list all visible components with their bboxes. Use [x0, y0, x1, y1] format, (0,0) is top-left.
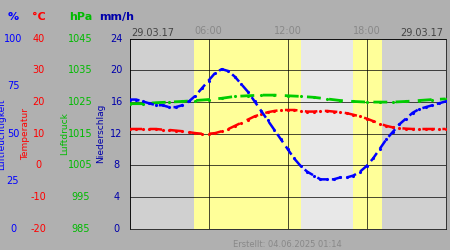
- Bar: [353, 39, 382, 229]
- Text: 30: 30: [33, 66, 45, 76]
- Text: 0: 0: [113, 224, 120, 234]
- Text: 10: 10: [33, 129, 45, 139]
- Text: 1015: 1015: [68, 129, 93, 139]
- Text: -20: -20: [31, 224, 47, 234]
- Text: 1045: 1045: [68, 34, 93, 44]
- Text: Temperatur: Temperatur: [21, 108, 30, 160]
- Text: mm/h: mm/h: [99, 12, 134, 22]
- Text: 29.03.17: 29.03.17: [400, 28, 444, 38]
- Text: 18:00: 18:00: [353, 26, 380, 36]
- Text: -10: -10: [31, 192, 47, 202]
- Text: 4: 4: [113, 192, 120, 202]
- Text: 16: 16: [111, 97, 123, 107]
- Text: 75: 75: [7, 81, 19, 91]
- Text: %: %: [7, 12, 18, 22]
- Bar: [366, 39, 446, 229]
- Text: 24: 24: [110, 34, 123, 44]
- Bar: [130, 39, 208, 229]
- Text: 985: 985: [71, 224, 90, 234]
- Text: Luftfeuchtigkeit: Luftfeuchtigkeit: [0, 98, 6, 170]
- Text: 0: 0: [36, 160, 42, 170]
- Text: Erstellt: 04.06.2025 01:14: Erstellt: 04.06.2025 01:14: [233, 240, 342, 249]
- Text: 20: 20: [110, 66, 123, 76]
- Bar: [194, 39, 301, 229]
- Text: 8: 8: [113, 160, 120, 170]
- Text: 29.03.17: 29.03.17: [131, 28, 175, 38]
- Text: 1035: 1035: [68, 66, 93, 76]
- Text: 40: 40: [33, 34, 45, 44]
- Text: Niederschlag: Niederschlag: [96, 104, 105, 164]
- Text: °C: °C: [32, 12, 46, 22]
- Text: 100: 100: [4, 34, 22, 44]
- Text: 1025: 1025: [68, 97, 93, 107]
- Text: 25: 25: [7, 176, 19, 186]
- Text: 12: 12: [110, 129, 123, 139]
- Text: 0: 0: [10, 224, 16, 234]
- Text: 12:00: 12:00: [274, 26, 302, 36]
- Text: hPa: hPa: [69, 12, 92, 22]
- Text: 06:00: 06:00: [195, 26, 222, 36]
- Text: 995: 995: [71, 192, 90, 202]
- Text: 1005: 1005: [68, 160, 93, 170]
- Bar: [208, 39, 288, 229]
- Text: 20: 20: [33, 97, 45, 107]
- Bar: [288, 39, 366, 229]
- Text: 50: 50: [7, 129, 19, 139]
- Text: Luftdruck: Luftdruck: [60, 112, 69, 155]
